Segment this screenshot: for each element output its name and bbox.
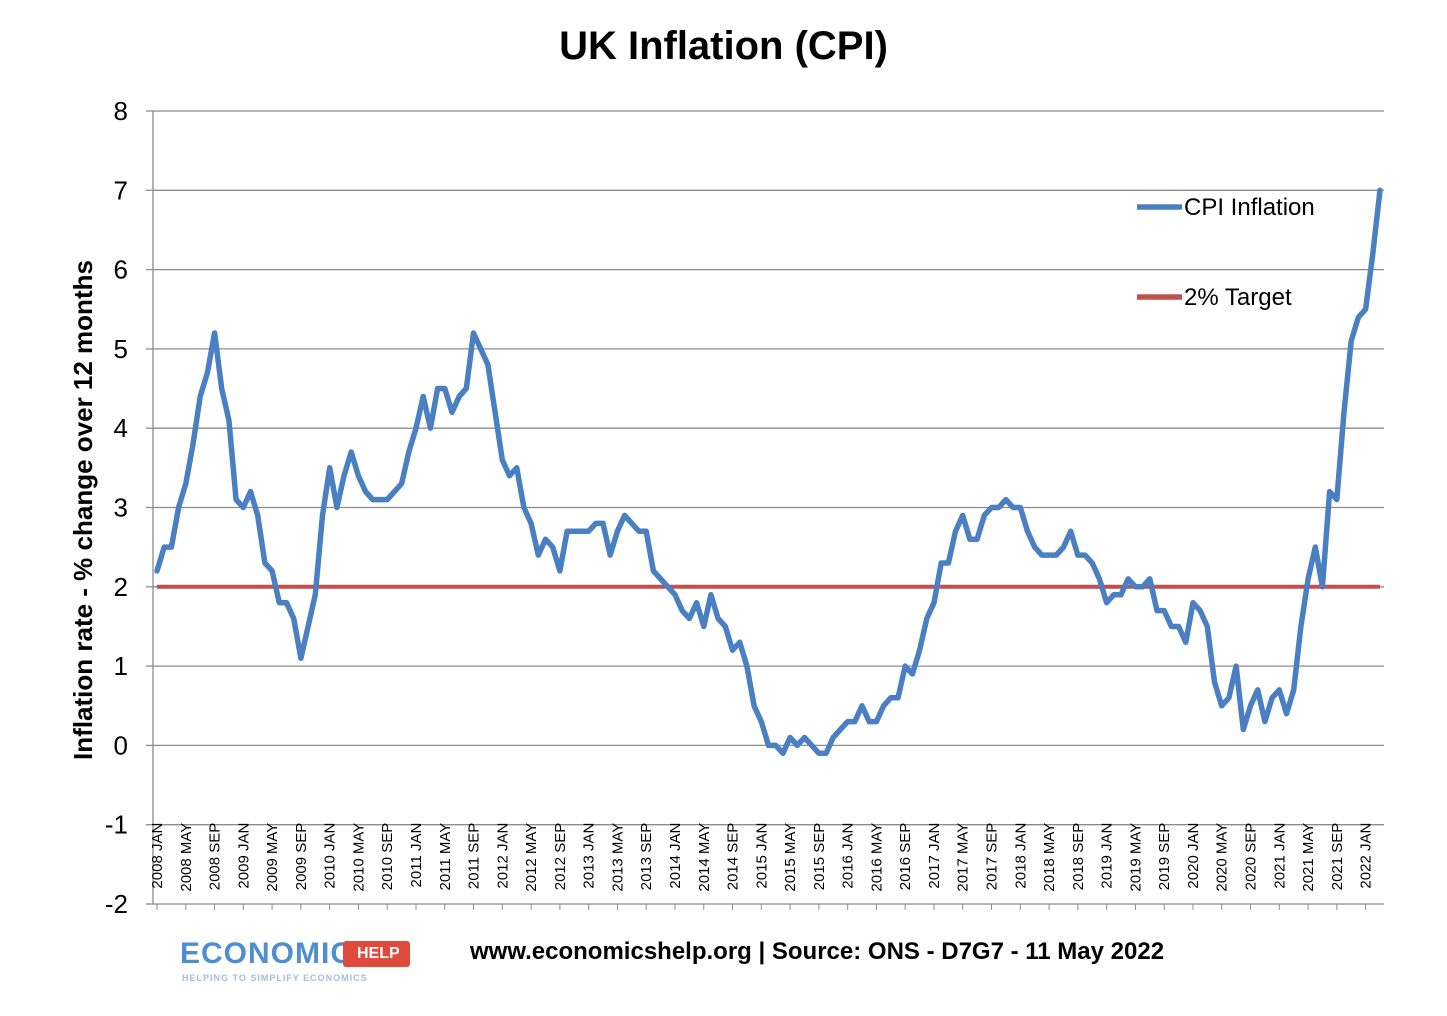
y-tick-label: 4 <box>114 413 128 443</box>
x-tick-label: 2016 JAN <box>840 823 857 889</box>
x-tick-label: 2010 SEP <box>379 823 396 891</box>
x-tick-label: 2013 JAN <box>581 823 598 889</box>
x-tick-label: 2015 SEP <box>811 823 828 891</box>
x-tick-label: 2019 MAY <box>1127 823 1144 892</box>
x-tick-label: 2022 JAN <box>1358 823 1375 889</box>
x-tick-label: 2021 MAY <box>1300 823 1317 892</box>
x-tick-label: 2010 MAY <box>350 823 367 892</box>
y-tick-label: 0 <box>114 730 128 760</box>
x-tick-label: 2014 SEP <box>725 823 742 891</box>
y-tick-label: 1 <box>114 651 128 681</box>
x-tick-label: 2020 MAY <box>1214 823 1231 892</box>
x-tick-label: 2009 JAN <box>235 823 252 889</box>
series <box>154 187 1383 757</box>
x-tick-label: 2016 SEP <box>897 823 914 891</box>
x-tick-label: 2017 SEP <box>984 823 1001 891</box>
x-tick-label: 2008 JAN <box>149 823 166 889</box>
x-tick-label: 2019 JAN <box>1099 823 1116 889</box>
chart-title: UK Inflation (CPI) <box>559 24 888 68</box>
y-tick-label: 8 <box>114 96 128 126</box>
y-tick-label: 7 <box>114 175 128 205</box>
x-tick-label: 2021 SEP <box>1329 823 1346 891</box>
x-tick-label: 2017 JAN <box>926 823 943 889</box>
cpi-line <box>154 187 1383 757</box>
y-tick-label: 5 <box>114 334 128 364</box>
x-tick-label: 2014 MAY <box>696 823 713 892</box>
x-tick-label: 2010 JAN <box>322 823 339 889</box>
y-axis-label: Inflation rate - % change over 12 months <box>68 260 98 760</box>
logo-badge: HELP <box>343 941 410 967</box>
x-tick-label: 2011 SEP <box>466 823 483 889</box>
x-tick-label: 2014 JAN <box>667 823 684 889</box>
y-tick-label: 2 <box>114 572 128 602</box>
y-tick-label: 6 <box>114 255 128 285</box>
x-tick-label: 2020 SEP <box>1243 823 1260 891</box>
y-tick-label: 3 <box>114 493 128 523</box>
legend: CPI Inflation 2% Target <box>1137 194 1315 311</box>
legend-cpi: CPI Inflation <box>1137 194 1315 221</box>
x-tick-label: 2018 JAN <box>1012 823 1029 889</box>
x-tick-label: 2013 MAY <box>609 823 626 892</box>
x-tick-label: 2011 MAY <box>437 823 454 891</box>
economics-help-logo: ECONOMICS HELP HELPING TO SIMPLIFY ECONO… <box>180 937 420 987</box>
x-tick-label: 2012 JAN <box>494 823 511 889</box>
x-tick-label: 2016 MAY <box>868 823 885 892</box>
x-tick-label: 2013 SEP <box>638 823 655 891</box>
x-tick-label: 2018 SEP <box>1070 823 1087 891</box>
x-tick-label: 2011 JAN <box>408 823 425 888</box>
x-tick-label: 2008 MAY <box>178 823 195 892</box>
x-tick-labels: 2008 JAN 2008 MAY 2008 SEP 2009 JAN 2009 MAY… <box>149 823 1375 910</box>
x-tick-label: 2017 MAY <box>955 823 972 892</box>
x-tick-label: 2012 SEP <box>552 823 569 891</box>
legend-target: 2% Target <box>1137 284 1292 311</box>
x-tick-label: 2009 MAY <box>264 823 281 892</box>
x-tick-label: 2019 SEP <box>1156 823 1173 891</box>
y-tick-label: -1 <box>105 810 128 840</box>
logo-tagline: HELPING TO SIMPLIFY ECONOMICS <box>182 973 368 983</box>
x-tick-label: 2020 JAN <box>1185 823 1202 889</box>
x-tick-label: 2012 MAY <box>523 823 540 892</box>
x-tick-label: 2009 SEP <box>293 823 310 891</box>
x-tick-label: 2008 SEP <box>207 823 224 891</box>
y-tick-labels: -2 -1 0 1 2 3 4 5 6 7 8 <box>105 96 128 919</box>
x-tick-label: 2021 JAN <box>1271 823 1288 889</box>
source-footer: www.economicshelp.org | Source: ONS - D7… <box>470 938 1165 965</box>
x-tick-label: 2015 MAY <box>782 823 799 892</box>
y-tick-label: -2 <box>105 889 128 919</box>
x-tick-label: 2015 JAN <box>753 823 770 889</box>
logo-wordmark: ECONOMICS <box>180 937 375 970</box>
legend-target-label: 2% Target <box>1184 284 1292 311</box>
x-tick-label: 2018 MAY <box>1041 823 1058 892</box>
legend-cpi-label: CPI Inflation <box>1184 194 1315 221</box>
